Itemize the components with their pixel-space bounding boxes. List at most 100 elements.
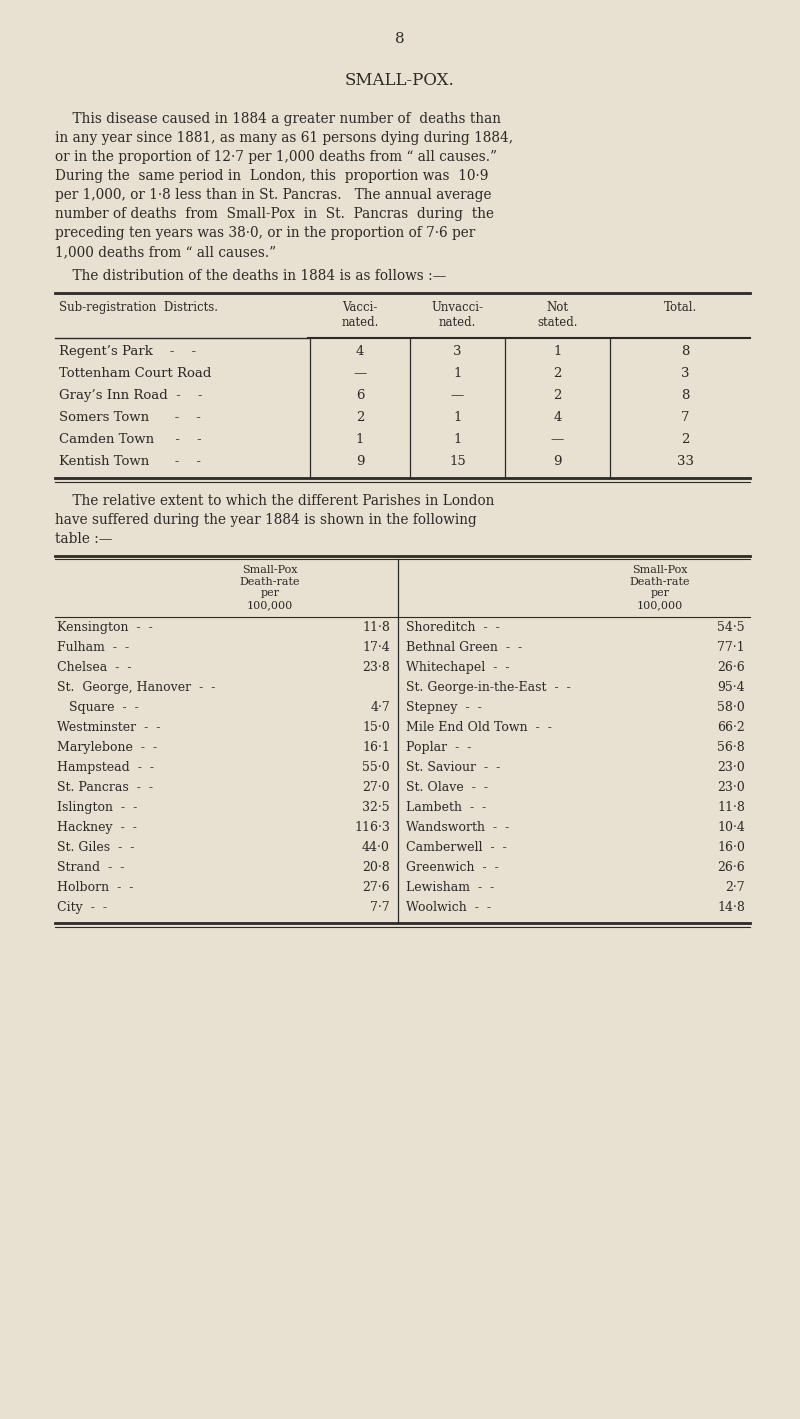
Text: 15·0: 15·0 [362,721,390,734]
Text: 9: 9 [554,455,562,468]
Text: Shoreditch  -  -: Shoreditch - - [406,622,500,634]
Text: 8: 8 [395,33,405,45]
Text: 7: 7 [681,412,690,424]
Text: 2: 2 [356,412,364,424]
Text: 2: 2 [554,389,562,402]
Text: 10·4: 10·4 [717,822,745,834]
Text: Chelsea  -  -: Chelsea - - [57,661,131,674]
Text: St. Saviour  -  -: St. Saviour - - [406,761,500,773]
Text: Gray’s Inn Road  -    -: Gray’s Inn Road - - [59,389,202,402]
Text: Not
stated.: Not stated. [538,301,578,329]
Text: Unvacci-
nated.: Unvacci- nated. [431,301,483,329]
Text: Marylebone  -  -: Marylebone - - [57,741,157,753]
Text: —: — [551,433,564,446]
Text: Islington  -  -: Islington - - [57,800,138,815]
Text: 8: 8 [681,345,689,358]
Text: 6: 6 [356,389,364,402]
Text: number of deaths  from  Small-Pox  in  St.  Pancras  during  the: number of deaths from Small-Pox in St. P… [55,207,494,221]
Text: Strand  -  -: Strand - - [57,861,124,874]
Text: 8: 8 [681,389,689,402]
Text: Camden Town     -    -: Camden Town - - [59,433,202,446]
Text: The relative extent to which the different Parishes in London: The relative extent to which the differe… [55,494,494,508]
Text: Westminster  -  -: Westminster - - [57,721,160,734]
Text: 20·8: 20·8 [362,861,390,874]
Text: 1: 1 [454,433,462,446]
Text: City  -  -: City - - [57,901,107,914]
Text: St.  George, Hanover  -  -: St. George, Hanover - - [57,681,215,694]
Text: 44·0: 44·0 [362,841,390,854]
Text: Poplar  -  -: Poplar - - [406,741,471,753]
Text: 58·0: 58·0 [718,701,745,714]
Text: SMALL-POX.: SMALL-POX. [345,72,455,89]
Text: —: — [451,389,464,402]
Text: 7·7: 7·7 [370,901,390,914]
Text: Mile End Old Town  -  -: Mile End Old Town - - [406,721,552,734]
Text: 3: 3 [681,368,690,380]
Text: Square  -  -: Square - - [57,701,138,714]
Text: Lewisham  -  -: Lewisham - - [406,881,494,894]
Text: 26·6: 26·6 [718,661,745,674]
Text: 1,000 deaths from “ all causes.”: 1,000 deaths from “ all causes.” [55,245,276,260]
Text: have suffered during the year 1884 is shown in the following: have suffered during the year 1884 is sh… [55,514,477,526]
Text: 4: 4 [554,412,562,424]
Text: 4·7: 4·7 [370,701,390,714]
Text: St. Giles  -  -: St. Giles - - [57,841,134,854]
Text: 16·1: 16·1 [362,741,390,753]
Text: Bethnal Green  -  -: Bethnal Green - - [406,641,522,654]
Text: 2·7: 2·7 [726,881,745,894]
Text: 27·0: 27·0 [362,780,390,795]
Text: 1: 1 [554,345,562,358]
Text: table :—: table :— [55,532,112,546]
Text: Vacci-
nated.: Vacci- nated. [342,301,378,329]
Text: 16·0: 16·0 [717,841,745,854]
Text: 23·0: 23·0 [718,761,745,773]
Text: 2: 2 [554,368,562,380]
Text: Fulham  -  -: Fulham - - [57,641,129,654]
Text: Hackney  -  -: Hackney - - [57,822,137,834]
Text: 15: 15 [449,455,466,468]
Text: Regent’s Park    -    -: Regent’s Park - - [59,345,196,358]
Text: St. Olave  -  -: St. Olave - - [406,780,488,795]
Text: Whitechapel  -  -: Whitechapel - - [406,661,510,674]
Text: 55·0: 55·0 [362,761,390,773]
Text: 9: 9 [356,455,364,468]
Text: Kensington  -  -: Kensington - - [57,622,153,634]
Text: During the  same period in  London, this  proportion was  10·9: During the same period in London, this p… [55,169,489,183]
Text: Hampstead  -  -: Hampstead - - [57,761,154,773]
Text: The distribution of the deaths in 1884 is as follows :—: The distribution of the deaths in 1884 i… [55,270,446,282]
Text: 54·5: 54·5 [718,622,745,634]
Text: Holborn  -  -: Holborn - - [57,881,134,894]
Text: Small-Pox
Death-rate
per
100,000: Small-Pox Death-rate per 100,000 [240,565,300,610]
Text: Stepney  -  -: Stepney - - [406,701,482,714]
Text: Sub-registration  Districts.: Sub-registration Districts. [59,301,218,314]
Text: Camberwell  -  -: Camberwell - - [406,841,506,854]
Text: Greenwich  -  -: Greenwich - - [406,861,498,874]
Text: 77·1: 77·1 [718,641,745,654]
Text: 1: 1 [454,412,462,424]
Text: 14·8: 14·8 [717,901,745,914]
Text: 1: 1 [454,368,462,380]
Text: 66·2: 66·2 [718,721,745,734]
Text: Total.: Total. [663,301,697,314]
Text: 23·8: 23·8 [362,661,390,674]
Text: in any year since 1881, as many as 61 persons dying during 1884,: in any year since 1881, as many as 61 pe… [55,131,513,145]
Text: 1: 1 [356,433,364,446]
Text: 26·6: 26·6 [718,861,745,874]
Text: 56·8: 56·8 [718,741,745,753]
Text: 11·8: 11·8 [717,800,745,815]
Text: This disease caused in 1884 a greater number of  deaths than: This disease caused in 1884 a greater nu… [55,112,501,126]
Text: Woolwich  -  -: Woolwich - - [406,901,491,914]
Text: 17·4: 17·4 [362,641,390,654]
Text: Kentish Town      -    -: Kentish Town - - [59,455,201,468]
Text: or in the proportion of 12·7 per 1,000 deaths from “ all causes.”: or in the proportion of 12·7 per 1,000 d… [55,150,497,165]
Text: 32·5: 32·5 [362,800,390,815]
Text: Tottenham Court Road: Tottenham Court Road [59,368,211,380]
Text: 3: 3 [454,345,462,358]
Text: Somers Town      -    -: Somers Town - - [59,412,201,424]
Text: Wandsworth  -  -: Wandsworth - - [406,822,510,834]
Text: St. Pancras  -  -: St. Pancras - - [57,780,153,795]
Text: 11·8: 11·8 [362,622,390,634]
Text: Lambeth  -  -: Lambeth - - [406,800,486,815]
Text: 27·6: 27·6 [362,881,390,894]
Text: —: — [354,368,366,380]
